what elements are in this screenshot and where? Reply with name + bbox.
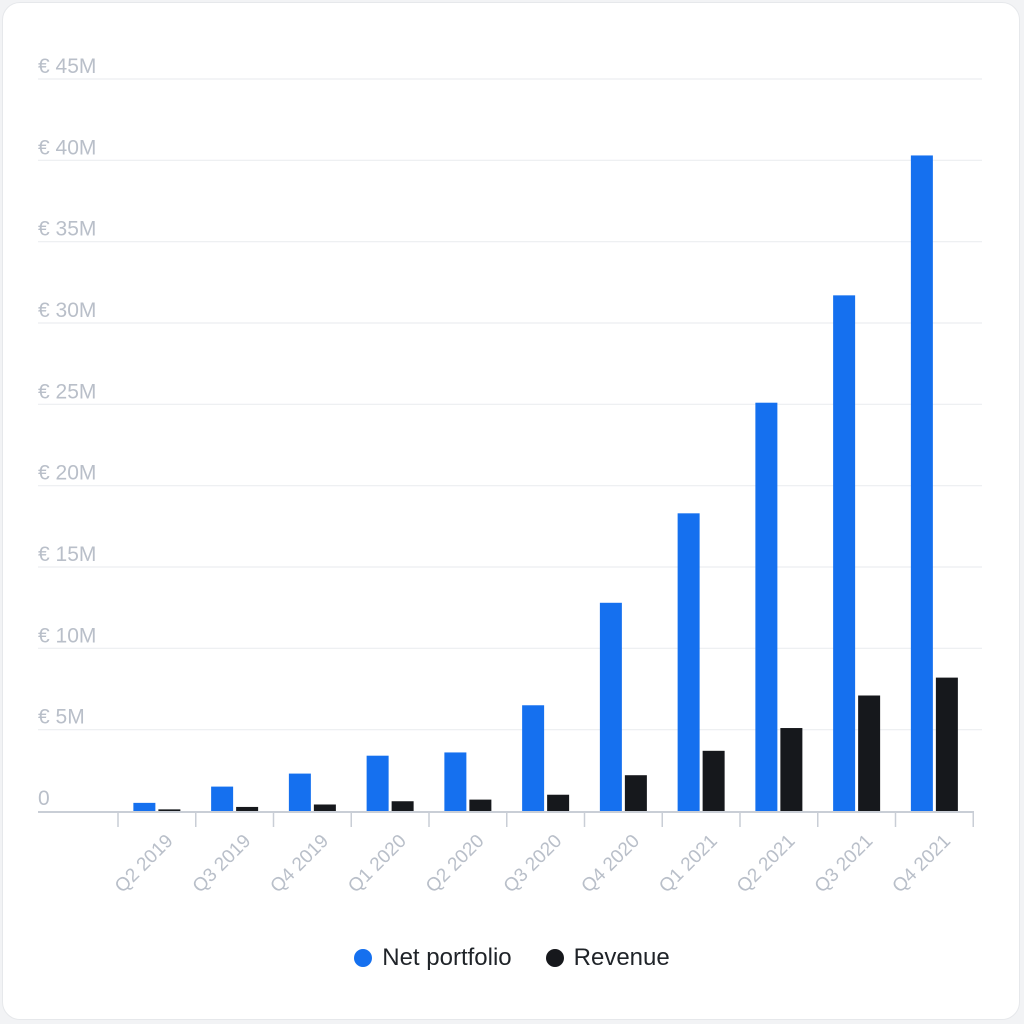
y-tick-label: € 20M	[38, 462, 96, 485]
bar-revenue[interactable]	[702, 750, 725, 811]
legend-label-net-portfolio: Net portfolio	[382, 944, 512, 971]
bar-revenue[interactable]	[391, 801, 414, 811]
bar-net-portfolio[interactable]	[599, 602, 622, 811]
legend-label-revenue: Revenue	[573, 944, 670, 971]
x-tick-label: Q3 2021	[811, 831, 877, 897]
x-tick-label: Q1 2020	[344, 831, 410, 897]
bar-revenue[interactable]	[858, 695, 881, 811]
x-tick-label: Q4 2021	[889, 831, 955, 897]
bar-net-portfolio[interactable]	[833, 295, 856, 811]
bar-revenue[interactable]	[158, 809, 181, 811]
gridlines	[38, 78, 982, 731]
bar-revenue[interactable]	[313, 804, 336, 811]
y-tick-label: € 5M	[38, 706, 85, 729]
y-tick-label: € 15M	[38, 543, 96, 566]
bars	[133, 155, 958, 811]
bar-revenue[interactable]	[236, 806, 259, 811]
bar-revenue[interactable]	[780, 728, 803, 811]
x-tick-label: Q4 2019	[267, 831, 333, 897]
legend: Net portfolio Revenue	[0, 938, 1024, 978]
x-tick-label: Q2 2020	[422, 831, 488, 897]
x-axis	[38, 811, 974, 827]
bar-revenue[interactable]	[547, 794, 570, 811]
x-axis-labels: Q2 2019 Q3 2019 Q4 2019 Q1 2020 Q2 2020 Q3 20…	[111, 831, 955, 897]
legend-item-net-portfolio[interactable]: Net portfolio	[354, 944, 512, 972]
x-tick-label: Q1 2021	[655, 831, 721, 897]
bar-chart: 0 € 5M € 10M € 15M € 20M € 25M € 30M € 35M € 40M…	[38, 55, 982, 897]
legend-item-revenue[interactable]: Revenue	[545, 944, 670, 972]
x-tick-label: Q2 2021	[733, 831, 799, 897]
y-tick-label: € 30M	[38, 299, 96, 322]
bar-revenue[interactable]	[935, 677, 958, 811]
bar-net-portfolio[interactable]	[288, 773, 311, 811]
bar-net-portfolio[interactable]	[522, 705, 545, 811]
bar-net-portfolio[interactable]	[677, 513, 700, 811]
bar-net-portfolio[interactable]	[366, 755, 389, 811]
y-axis-labels: 0 € 5M € 10M € 15M € 20M € 25M € 30M € 35M € 40M…	[38, 55, 96, 810]
x-tick-label: Q3 2019	[189, 831, 255, 897]
y-tick-label: € 45M	[38, 55, 96, 78]
bar-net-portfolio[interactable]	[910, 155, 933, 811]
legend-swatch-revenue	[545, 949, 564, 967]
bar-net-portfolio[interactable]	[444, 752, 467, 811]
y-tick-label: € 40M	[38, 136, 96, 159]
y-tick-label: € 35M	[38, 218, 96, 241]
bar-revenue[interactable]	[624, 775, 647, 811]
y-tick-label: € 25M	[38, 380, 96, 403]
x-tick-label: Q2 2019	[111, 831, 177, 897]
y-tick-label: 0	[38, 787, 50, 810]
x-tick-label: Q4 2020	[578, 831, 644, 897]
bar-net-portfolio[interactable]	[211, 786, 234, 811]
legend-swatch-net-portfolio	[354, 949, 373, 967]
bar-revenue[interactable]	[469, 799, 492, 811]
x-tick-label: Q3 2020	[500, 831, 566, 897]
bar-net-portfolio[interactable]	[755, 402, 778, 811]
y-tick-label: € 10M	[38, 624, 96, 647]
bar-net-portfolio[interactable]	[133, 802, 156, 811]
